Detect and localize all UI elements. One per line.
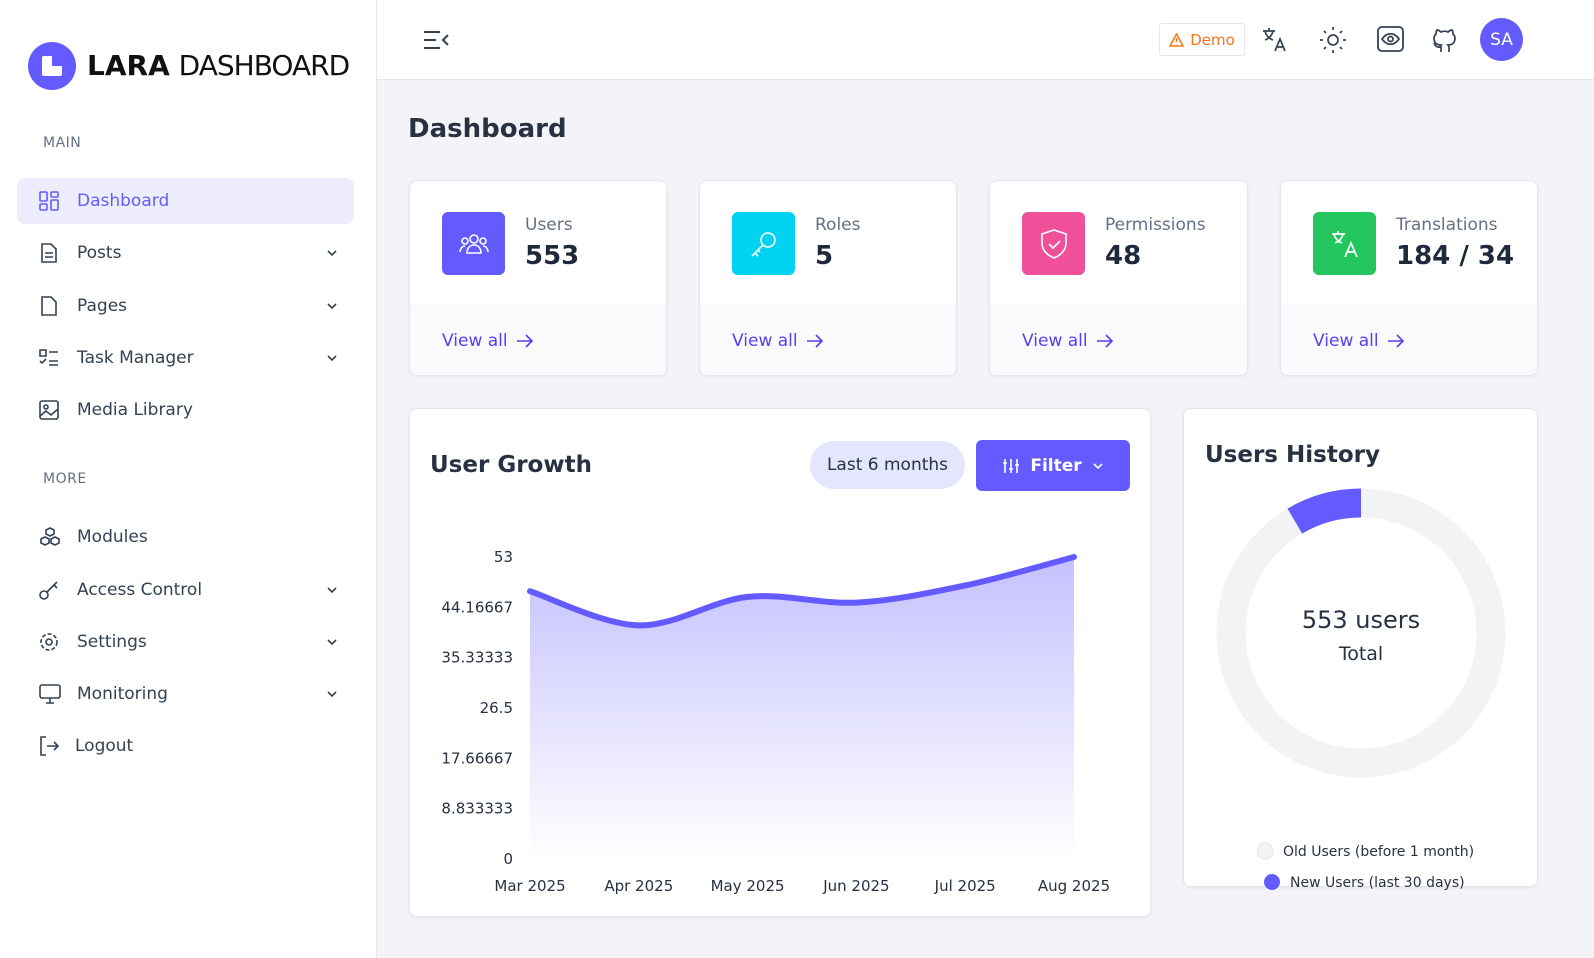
nav-item[interactable]: Monitoring [17,671,354,717]
stat-value: 553 [525,241,580,271]
header: Demo SA [377,0,1594,80]
stat-label: Roles [815,215,861,235]
filter-button[interactable]: Filter [976,440,1130,491]
stat-value: 5 [815,241,834,271]
chart-card [1183,408,1538,887]
view-all-link[interactable]: View all [732,331,824,351]
stat-label: Users [525,215,573,235]
menu-toggle[interactable] [423,29,449,51]
view-all-link[interactable]: View all [1022,331,1114,351]
nav-item[interactable]: Logout [17,723,354,769]
chart-title: User Growth [430,452,592,478]
stat-value: 184 / 34 [1396,241,1515,271]
section-title: MORE [43,471,87,487]
stat-card: Permissions 48 View all [989,180,1248,376]
stat-card: Users 553 View all [409,180,667,376]
preview-button[interactable] [1377,26,1404,52]
nav-item[interactable]: Access Control [17,567,354,613]
stat-icon [442,212,505,275]
stat-label: Translations [1396,215,1498,235]
sidebar: LARA DASHBOARD MAIN Dashboard Posts Page… [0,0,377,958]
view-all-link[interactable]: View all [442,331,534,351]
stat-icon [1313,212,1376,275]
nav-item[interactable]: Modules [17,514,354,560]
nav-item[interactable]: Task Manager [17,335,354,381]
section-title: MAIN [43,135,82,151]
stat-label: Permissions [1105,215,1206,235]
nav-item[interactable]: Media Library [17,387,354,433]
nav-item[interactable]: Pages [17,283,354,329]
view-all-link[interactable]: View all [1313,331,1405,351]
language-button[interactable] [1262,27,1288,53]
demo-badge: Demo [1159,23,1245,56]
page-title: Dashboard [408,114,567,144]
nav-item[interactable]: Dashboard [17,178,354,224]
avatar[interactable]: SA [1480,18,1523,61]
stat-card: Roles 5 View all [699,180,957,376]
range-button[interactable]: Last 6 months [810,441,965,489]
github-link[interactable] [1432,25,1458,53]
stat-card: Translations 184 / 34 View all [1280,180,1538,376]
stat-value: 48 [1105,241,1142,271]
stat-icon [1022,212,1085,275]
brand: LARA DASHBOARD [87,49,350,82]
stat-icon [732,212,795,275]
chart-title: Users History [1205,442,1380,468]
nav-item[interactable]: Settings [17,619,354,665]
nav-item[interactable]: Posts [17,230,354,276]
logo-icon [28,42,76,90]
theme-toggle[interactable] [1319,26,1347,54]
